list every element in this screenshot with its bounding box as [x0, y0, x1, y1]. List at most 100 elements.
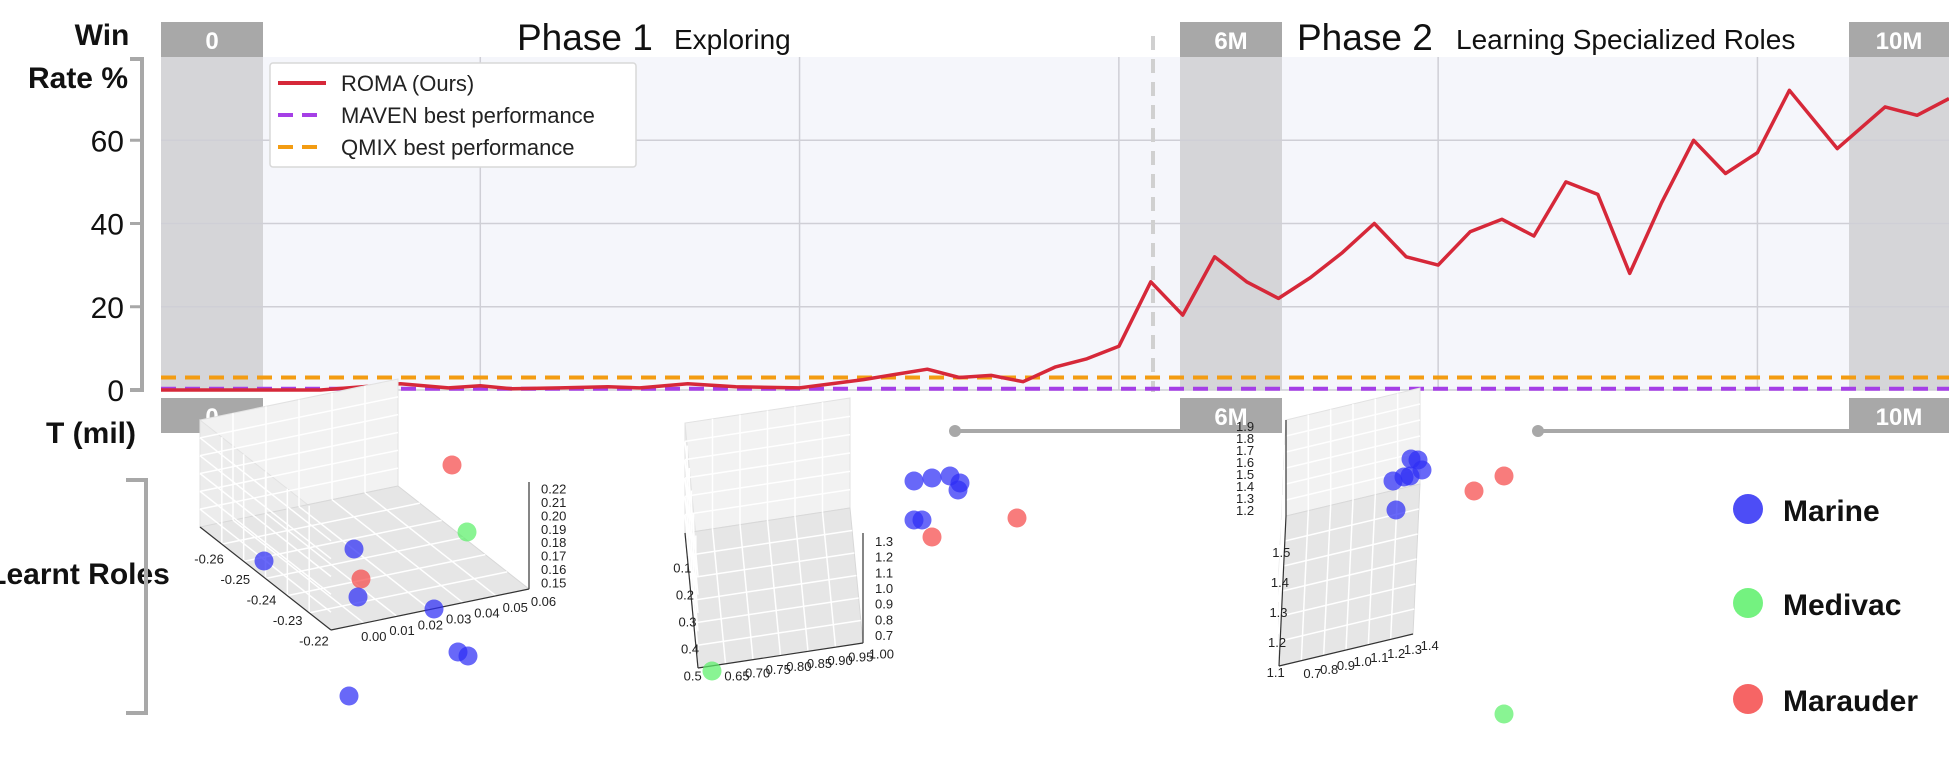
phase-2-title: Phase 2	[1297, 17, 1433, 58]
role-legend: Marine Medivac Marauder	[1733, 494, 1918, 718]
scatter-point-marine	[458, 646, 478, 666]
z-tick-label: 0.22	[541, 482, 566, 497]
scatter3d-panel-10m: 1.51.41.31.21.1 0.70.80.91.01.11.21.31.41…	[1236, 387, 1514, 724]
z-tick-label: 0.20	[541, 508, 566, 523]
x-tick-label: 1.5	[1272, 545, 1290, 560]
role-label-medivac: Medivac	[1783, 589, 1901, 622]
scatter-point-marine	[948, 480, 968, 500]
legend-label-qmix: QMIX best performance	[341, 135, 575, 160]
x-tick-label: 0.2	[676, 588, 694, 603]
scatter-point-marauder	[1464, 481, 1484, 501]
y-axis-label-line2: Rate %	[28, 62, 128, 95]
y-tick-label: 0.85	[807, 656, 832, 671]
time-badge-top-0: 0	[161, 22, 263, 57]
axis-edge	[199, 526, 332, 631]
scatter-point-marine	[348, 587, 368, 607]
phase-1-title: Phase 1	[517, 17, 653, 58]
phase-1-description: Exploring	[674, 24, 791, 55]
z-tick-label: 0.8	[875, 612, 893, 627]
learnt-roles-bracket	[126, 478, 148, 715]
z-tick-label: 0.7	[875, 628, 893, 643]
z-tick-label: 0.18	[541, 535, 566, 550]
x-tick-label: -0.22	[299, 634, 329, 649]
x-tick-label: -0.23	[273, 613, 303, 628]
z-tick-label: 1.5	[1236, 467, 1254, 482]
y-tick-label: 0.03	[446, 612, 471, 627]
z-tick-label: 0.15	[541, 575, 566, 590]
y-tick-label: 0.95	[848, 650, 873, 665]
role-label-marine: Marine	[1783, 495, 1880, 528]
x-tick-label: 1.1	[1267, 665, 1285, 680]
y-axis-label-line1: Win	[75, 19, 130, 52]
scatter-point-marine	[1400, 466, 1420, 486]
x-tick-label: 0.4	[681, 642, 699, 657]
floor-grid	[364, 492, 497, 597]
y-tick-label: 1.4	[1421, 638, 1439, 653]
y-ticks: 0 20 40 60	[91, 125, 142, 408]
time-badge-top-6m: 6M	[1180, 22, 1282, 57]
y-tick-label: 1.00	[869, 647, 894, 662]
scatter-point-marine	[1386, 500, 1406, 520]
legend: ROMA (Ours) MAVEN best performance QMIX …	[269, 62, 637, 168]
axis-edge	[1278, 633, 1414, 667]
y-tick-label: 0.05	[503, 600, 528, 615]
z-tick-label: 1.3	[875, 534, 893, 549]
phase-2-description: Learning Specialized Roles	[1456, 24, 1795, 55]
y-tick-label: 0	[107, 375, 124, 408]
y-tick-label: 0.01	[389, 623, 414, 638]
y-tick-label: 0.02	[418, 617, 443, 632]
y-tick-label: 0.8	[1320, 662, 1338, 677]
role-marker-medivac	[1733, 588, 1763, 618]
z-tick-label: 1.3	[1236, 491, 1254, 506]
scatter-point-marine	[1383, 471, 1403, 491]
scatter-point-marine	[254, 551, 274, 571]
z-tick-label: 1.7	[1236, 443, 1254, 458]
floor-grid	[821, 512, 837, 648]
learnt-roles-label-line1: Learnt Roles	[0, 558, 170, 591]
badge-label: 6M	[1214, 404, 1247, 431]
role-marker-marine	[1733, 494, 1763, 524]
axis-edge	[1278, 515, 1287, 667]
scatter3d-panel-0: -0.26-0.25-0.24-0.23-0.22 0.00 0.01 0.02 0.0…	[194, 378, 566, 706]
panel-connectors	[263, 425, 1849, 437]
axis-edge	[684, 532, 699, 669]
y-tick-label: 0.04	[474, 606, 499, 621]
z-tick-label: 1.1	[875, 565, 893, 580]
y-tick-label: 0.90	[827, 653, 852, 668]
scatter-point-marauder	[442, 455, 462, 475]
y-tick-label: 40	[91, 209, 124, 242]
x-tick-label: 0.1	[673, 561, 691, 576]
scatter-point-marine	[912, 510, 932, 530]
scatter-point-medivac	[1494, 704, 1514, 724]
role-marker-marauder	[1733, 684, 1763, 714]
z-tick-label: 1.8	[1236, 431, 1254, 446]
scatter-point-medivac	[457, 522, 477, 542]
x-tick-label: -0.24	[247, 593, 277, 608]
z-tick-label: 0.9	[875, 597, 893, 612]
scatter-point-marauder	[1494, 466, 1514, 486]
y-tick-label: 0.00	[361, 629, 386, 644]
z-tick-label: 1.4	[1236, 479, 1254, 494]
z-tick-label: 1.2	[875, 550, 893, 565]
y-tick-label: 0.7	[1303, 666, 1321, 681]
z-tick-label: 0.17	[541, 549, 566, 564]
x-tick-label: -0.26	[194, 551, 224, 566]
z-tick-label: 1.2	[1236, 503, 1254, 518]
x-tick-label: 0.5	[684, 669, 702, 684]
y-tick-label: 60	[91, 125, 124, 158]
scatter-point-marine	[922, 468, 942, 488]
y-tick-label: 1.1	[1370, 650, 1388, 665]
role-label-marauder: Marauder	[1783, 685, 1918, 718]
y-tick-label: 1.3	[1404, 642, 1422, 657]
y-tick-label: 1.0	[1354, 654, 1372, 669]
z-tick-label: 0.21	[541, 495, 566, 510]
time-badge-bottom-10m: 10M	[1849, 398, 1949, 433]
scatter3d-panel-6m: 0.10.20.30.40.5 0.650.700.750.800.850.900…	[673, 397, 1027, 684]
x-axis-label: T (mil)	[46, 417, 136, 450]
scatter-point-marauder	[351, 569, 371, 589]
scatter-point-marine	[344, 539, 364, 559]
badge-label: 6M	[1214, 28, 1247, 55]
y-tick-label: 0.80	[786, 659, 811, 674]
badge-label: 0	[205, 28, 218, 55]
z-tick-label: 0.19	[541, 522, 566, 537]
